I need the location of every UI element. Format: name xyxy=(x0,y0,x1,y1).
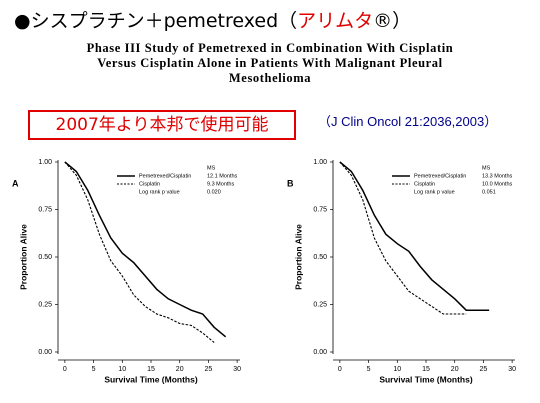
panel-label: B xyxy=(287,178,294,188)
y-axis-label: Proportion Alive xyxy=(293,224,303,290)
y-tick-label: 0.75 xyxy=(38,206,52,213)
panel-label: A xyxy=(12,178,19,188)
x-axis-label: Survival Time (Months) xyxy=(379,374,473,384)
p-value: 0.051 xyxy=(482,189,496,195)
p-label: Log rank p value xyxy=(414,189,455,195)
legend-label: Pemetrexed/Cisplatin xyxy=(139,173,191,179)
legend-label: Cisplatin xyxy=(414,181,435,187)
y-tick-label: 0.00 xyxy=(38,349,52,356)
y-axis-label: Proportion Alive xyxy=(18,224,28,290)
study-line: Versus Cisplatin Alone in Patients With … xyxy=(97,56,443,70)
y-tick-label: 1.00 xyxy=(38,159,52,166)
legend-label: Cisplatin xyxy=(139,181,160,187)
x-tick-label: 5 xyxy=(92,366,96,373)
y-tick-label: 0.50 xyxy=(313,254,327,261)
y-tick-label: 0.25 xyxy=(313,301,327,308)
legend-header: MS xyxy=(207,165,216,171)
x-tick-label: 0 xyxy=(63,366,67,373)
x-tick-label: 5 xyxy=(367,366,371,373)
note-box: 2007年より本邦で使用可能 xyxy=(28,110,296,140)
x-tick-label: 15 xyxy=(147,366,155,373)
legend-ms: 13.3 Months xyxy=(482,173,513,179)
x-tick-label: 10 xyxy=(393,366,401,373)
study-title: Phase III Study of Pemetrexed in Combina… xyxy=(0,41,540,86)
series-line xyxy=(64,161,227,338)
x-tick-label: 15 xyxy=(422,366,430,373)
legend-header: MS xyxy=(482,165,491,171)
x-tick-label: 20 xyxy=(451,366,459,373)
p-label: Log rank p value xyxy=(139,189,180,195)
x-tick-label: 25 xyxy=(205,366,213,373)
y-tick-label: 0.25 xyxy=(38,301,52,308)
legend-ms: 12.1 Months xyxy=(207,173,238,179)
legend-label: Pemetrexed/Cisplatin xyxy=(414,173,466,179)
legend-ms: 9.3 Months xyxy=(207,181,234,187)
y-tick-label: 0.00 xyxy=(313,349,327,356)
y-tick-label: 1.00 xyxy=(313,159,327,166)
series-line xyxy=(339,161,490,311)
title-highlight: アリムタ xyxy=(297,10,374,32)
series-line xyxy=(339,161,467,315)
x-tick-label: 20 xyxy=(176,366,184,373)
title-prefix: ●シスプラチン＋pemetrexed（ xyxy=(14,10,298,32)
y-tick-label: 0.50 xyxy=(38,254,52,261)
legend-ms: 10.0 Months xyxy=(482,181,513,187)
study-line: Phase III Study of Pemetrexed in Combina… xyxy=(86,41,454,55)
y-tick-label: 0.75 xyxy=(313,206,327,213)
study-line: Mesothelioma xyxy=(228,71,312,85)
x-tick-label: 25 xyxy=(480,366,488,373)
x-tick-label: 30 xyxy=(233,366,241,373)
x-tick-label: 0 xyxy=(338,366,342,373)
p-value: 0.020 xyxy=(207,189,221,195)
citation: （J Clin Oncol 21:2036,2003） xyxy=(318,114,498,129)
slide-title: ●シスプラチン＋pemetrexed（アリムタ®） xyxy=(14,6,411,33)
title-suffix: ®） xyxy=(373,10,412,32)
x-tick-label: 10 xyxy=(118,366,126,373)
x-axis-label: Survival Time (Months) xyxy=(104,374,198,384)
x-tick-label: 30 xyxy=(508,366,516,373)
